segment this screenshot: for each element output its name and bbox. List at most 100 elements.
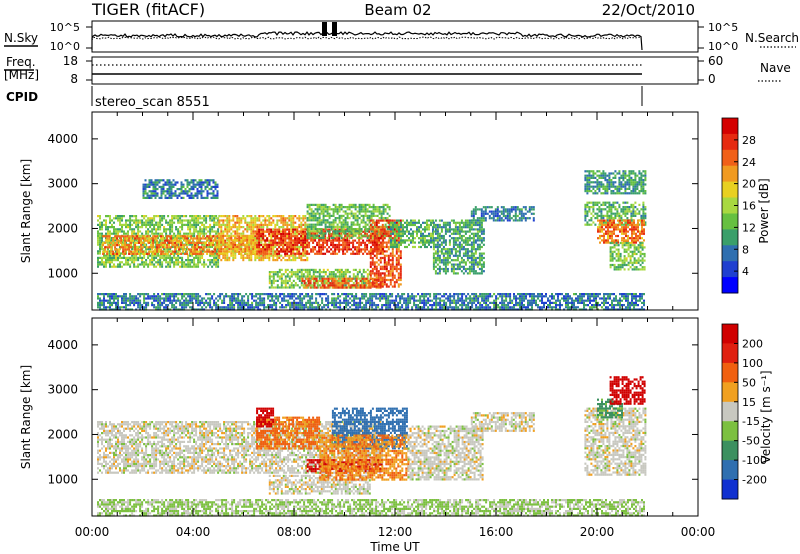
echo-cell [181,297,184,300]
echo-cell [284,219,287,222]
echo-cell [147,228,150,231]
echo-cell [380,206,383,209]
echo-cell [306,250,309,253]
echo-cell [324,230,327,233]
echo-cell [185,265,188,268]
echo-cell [384,210,387,213]
echo-cell [162,244,165,247]
echo-cell [407,299,410,302]
echo-cell [131,256,134,259]
echo-cell [304,237,307,240]
echo-cell [276,256,279,259]
echo-cell [97,261,99,264]
echo-cell [170,239,173,242]
echo-cell [376,252,379,255]
echo-cell [290,282,293,285]
echo-cell [633,297,635,300]
echo-cell [597,293,599,296]
echo-cell [429,304,432,307]
echo-cell [285,306,288,309]
echo-cell [330,243,333,247]
echo-cell [125,297,127,300]
echo-cell [359,304,362,307]
echo-cell [318,268,321,271]
echo-cell [121,217,123,220]
echo-cell [491,301,494,304]
echo-cell [138,241,141,244]
echo-cell [167,297,170,300]
echo-cell [233,304,236,307]
echo-cell [294,254,297,257]
echo-cell [324,252,327,255]
echo-cell [384,203,387,206]
echo-cell [327,299,330,302]
echo-cell [151,301,154,304]
echo-cell [350,236,353,239]
echo-cell [111,223,113,226]
echo-cell [360,230,363,233]
echo-cell [323,306,326,309]
echo-cell [215,254,218,257]
echo-cell [322,234,325,237]
echo-cell [378,212,381,215]
echo-cell [589,299,591,302]
echo-cell [314,248,317,251]
echo-cell [382,232,385,236]
echo-cell [286,241,289,244]
echo-cell [211,219,214,222]
echo-cell [161,297,164,300]
echo-cell [288,230,291,233]
echo-cell [439,304,442,307]
echo-cell [380,217,383,220]
echo-cell [170,241,173,244]
echo-cell [206,239,209,242]
echo-cell [531,297,533,300]
echo-cell [296,217,299,220]
echo-cell [314,232,317,236]
echo-cell [342,232,345,235]
echo-cell [567,299,569,302]
echo-cell [111,261,113,264]
echo-cell [179,299,182,302]
echo-cell [121,301,123,304]
echo-cell [242,226,245,229]
echo-cell [205,221,208,224]
echo-cell [330,275,333,278]
echo-cell [308,230,311,233]
echo-cell [244,219,247,222]
echo-cell [192,246,195,249]
echo-cell [629,293,631,296]
cpid-label: CPID [6,90,38,104]
echo-cell [286,286,289,289]
echo-cell [123,215,125,218]
echo-cell [286,250,289,253]
echo-cell [567,295,569,298]
echo-cell [179,232,182,235]
echo-cell [388,223,391,226]
echo-cell [383,297,386,300]
echo-cell [519,306,521,309]
echo-cell [469,295,472,298]
echo-cell [255,306,258,309]
echo-cell [266,215,269,218]
echo-cell [129,217,132,220]
echo-cell [181,295,184,298]
echo-cell [342,230,345,233]
echo-cell [159,261,162,264]
echo-cell [593,306,595,309]
echo-cell [320,248,323,251]
echo-cell [481,297,484,300]
echo-cell [366,208,369,211]
echo-cell [162,237,165,240]
echo-cell [355,301,358,304]
echo-cell [270,232,273,235]
echo-cell [192,239,195,242]
echo-cell [332,252,335,255]
freq-unit: [MHz] [4,68,39,82]
echo-cell [152,244,155,247]
echo-cell [310,208,313,211]
echo-cell [439,299,442,302]
echo-cell [316,210,319,213]
echo-cell [272,256,275,259]
nsky-spike [322,22,327,36]
